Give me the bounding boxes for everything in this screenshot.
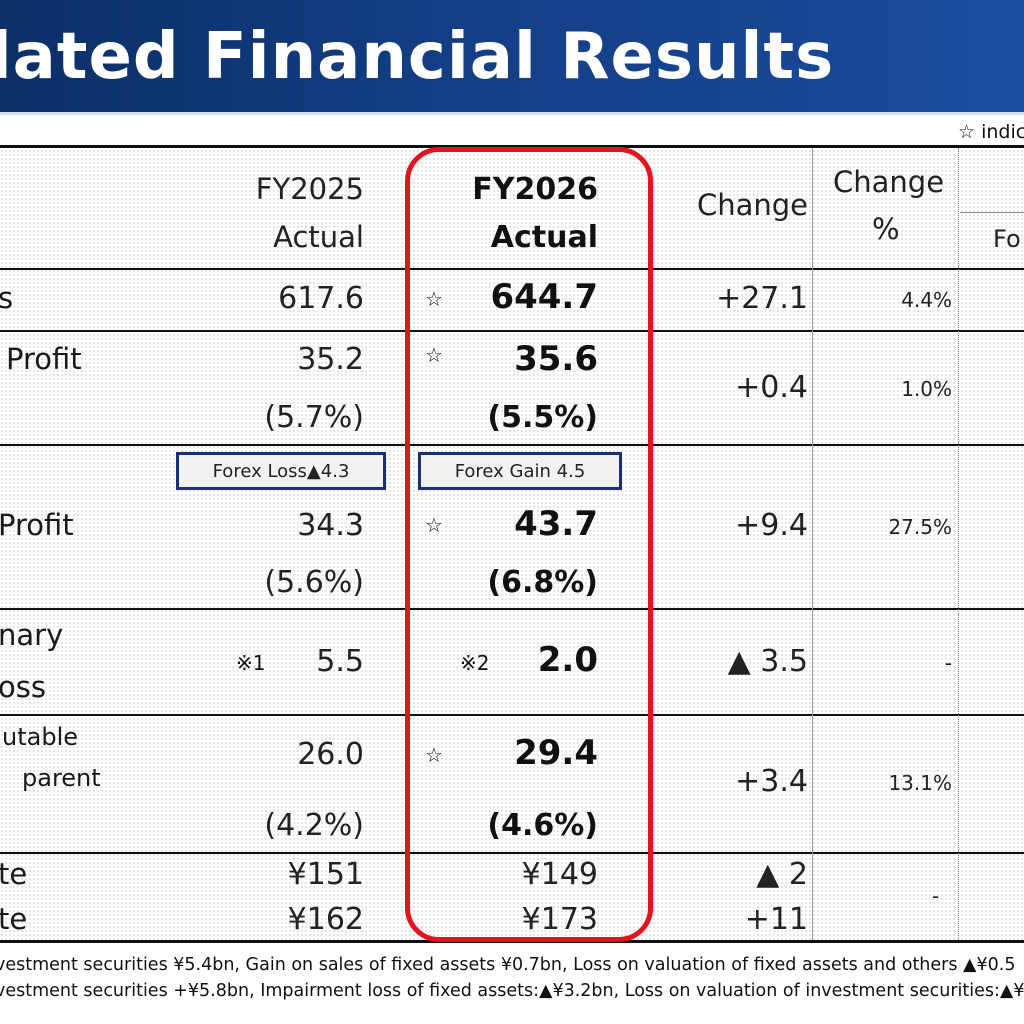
row-divider: [0, 268, 1024, 270]
ordinary-fy2025: 34.3: [297, 508, 364, 543]
legend-note: ☆ indic: [958, 121, 1024, 143]
fx-eur-fy2025: ¥162: [287, 902, 364, 937]
operating-change-pct: 1.0%: [901, 377, 952, 401]
extraordinary-label-line2: oss: [0, 670, 46, 704]
fx-change-pct: -: [932, 884, 940, 908]
net-fy2025-margin: (4.2%): [264, 808, 364, 843]
star-icon: ☆: [425, 343, 443, 367]
fx-eur-label: te: [0, 902, 28, 936]
fy2026-highlight-frame: [405, 147, 653, 942]
row-divider: [0, 852, 1024, 854]
ordinary-fy2025-margin: (5.6%): [264, 565, 364, 600]
net-fy2025: 26.0: [297, 737, 364, 772]
fx-eur-change: +11: [744, 902, 808, 937]
forecast-header-divider: [960, 212, 1024, 213]
note-mark-2: ※2: [460, 651, 490, 675]
fy2026-header-line2: Actual: [490, 220, 598, 255]
change-header: Change: [696, 188, 808, 222]
extraordinary-label-line1: nary: [0, 618, 64, 652]
operating-change: +0.4: [735, 370, 808, 405]
operating-fy2025: 35.2: [297, 342, 364, 377]
net-fy2026-margin: (4.6%): [487, 808, 598, 843]
fy2025-header-line2: Actual: [273, 220, 364, 254]
star-icon: ☆: [425, 513, 443, 537]
title-banner: olidated Financial Results: [0, 0, 1024, 112]
sales-fy2026: 644.7: [490, 277, 598, 317]
col-divider-dotted: [958, 148, 959, 940]
forecast-header-partial: Fo: [993, 225, 1021, 253]
fy2026-header-line1: FY2026: [472, 172, 598, 207]
table-top-border: [0, 145, 1024, 148]
note-mark-1: ※1: [236, 651, 266, 675]
fx-usd-fy2026: ¥149: [521, 857, 598, 892]
ordinary-fy2026: 43.7: [514, 504, 598, 544]
fy2025-header-line1: FY2025: [255, 172, 364, 206]
ordinary-fy2026-margin: (6.8%): [487, 565, 598, 600]
extraordinary-fy2025: 5.5: [316, 644, 364, 679]
extraordinary-fy2026: 2.0: [537, 640, 598, 680]
sales-change: +27.1: [716, 281, 808, 316]
net-change-pct: 13.1%: [888, 771, 952, 795]
operating-fy2026-margin: (5.5%): [487, 400, 598, 435]
title-underline: [0, 112, 1024, 115]
sales-change-pct: 4.4%: [901, 288, 952, 312]
net-fy2026: 29.4: [514, 733, 598, 773]
sales-label: s: [0, 281, 14, 315]
results-table: [0, 145, 1024, 942]
net-label-line1: utable: [2, 723, 78, 751]
forex-loss-box: Forex Loss▲4.3: [176, 452, 386, 490]
sales-fy2025: 617.6: [278, 281, 364, 316]
fx-usd-fy2025: ¥151: [287, 857, 364, 892]
change-pct-header-line1: Change: [833, 165, 945, 199]
net-label-line2: parent: [22, 764, 101, 792]
fx-eur-fy2026: ¥173: [521, 902, 598, 937]
star-icon: ☆: [425, 287, 443, 311]
extraordinary-change: ▲ 3.5: [727, 644, 808, 679]
forex-gain-box: Forex Gain 4.5: [418, 452, 622, 490]
change-pct-header-line2: %: [872, 212, 900, 246]
footnote-1: vestment securities ¥5.4bn, Gain on sale…: [0, 955, 1016, 975]
footnote-2: vestment securities +¥5.8bn, Impairment …: [0, 981, 1024, 1001]
operating-fy2026: 35.6: [514, 339, 598, 379]
ordinary-label: Profit: [0, 508, 74, 542]
row-divider: [0, 714, 1024, 716]
col-divider: [812, 148, 813, 940]
row-divider: [0, 330, 1024, 332]
row-divider: [0, 444, 1024, 446]
fx-usd-label: te: [0, 857, 28, 891]
star-icon: ☆: [425, 743, 443, 767]
fx-usd-change: ▲ 2: [756, 857, 808, 892]
row-divider: [0, 608, 1024, 610]
net-change: +3.4: [735, 764, 808, 799]
operating-label: Profit: [6, 342, 82, 376]
extraordinary-change-pct: -: [944, 651, 952, 675]
operating-fy2025-margin: (5.7%): [264, 400, 364, 435]
page-title: olidated Financial Results: [0, 20, 835, 94]
ordinary-change-pct: 27.5%: [888, 515, 952, 539]
ordinary-change: +9.4: [735, 508, 808, 543]
